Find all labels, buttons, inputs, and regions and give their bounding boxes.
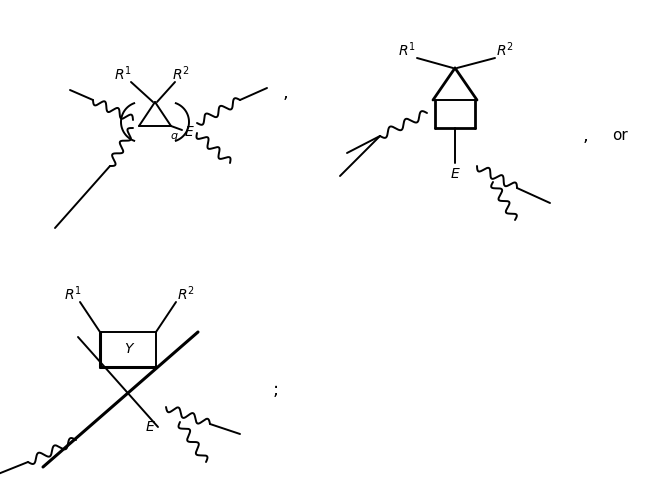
Text: $R^2$: $R^2$ [177,285,195,303]
Text: $R^1$: $R^1$ [398,41,416,59]
Text: $R^2$: $R^2$ [496,41,514,59]
Text: $R^1$: $R^1$ [114,65,132,83]
Text: Y: Y [124,342,132,356]
Text: or: or [612,129,628,144]
Text: E: E [451,167,459,181]
Text: q: q [171,131,177,141]
Text: $R^2$: $R^2$ [172,65,190,83]
Text: E: E [185,125,193,139]
Text: ,: , [282,84,288,102]
Text: ;: ; [273,381,279,399]
Text: $R^1$: $R^1$ [64,285,82,303]
Text: E: E [145,420,154,434]
Text: ,: , [582,127,588,145]
